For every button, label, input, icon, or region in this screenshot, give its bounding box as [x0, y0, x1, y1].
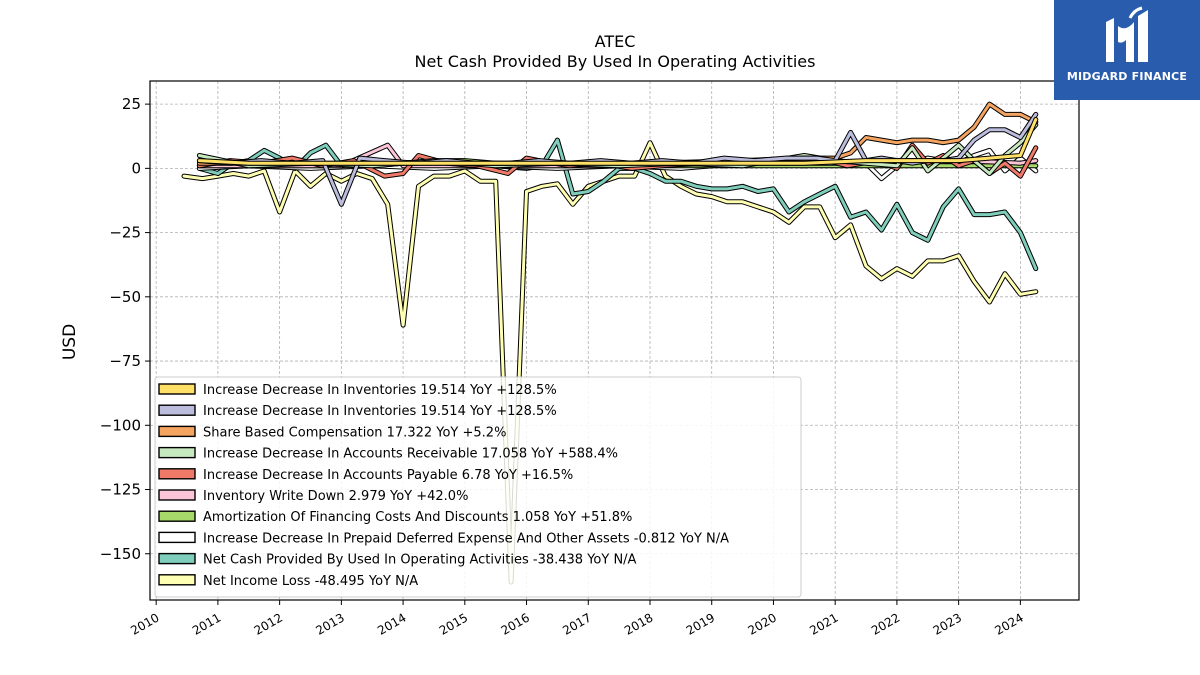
y-tick-label: −150: [100, 545, 141, 563]
x-tick-label: 2019: [684, 610, 717, 637]
legend-swatch: [158, 404, 196, 416]
legend-label: Share Based Compensation 17.322 YoY +5.2…: [203, 425, 506, 440]
y-tick-label: −25: [109, 224, 141, 242]
legend-swatch: [158, 425, 196, 438]
x-tick-label: 2022: [869, 610, 902, 637]
legend-label: Increase Decrease In Inventories 19.514 …: [203, 383, 557, 398]
legend-label: Increase Decrease In Prepaid Deferred Ex…: [203, 531, 729, 546]
series-outline-2: [196, 101, 1039, 166]
x-tick-label: 2015: [437, 610, 470, 637]
plot-frame: [149, 80, 1080, 601]
x-tick-label: 2010: [128, 610, 161, 637]
y-tick-label: −75: [109, 352, 141, 370]
x-tick-label: 2012: [252, 610, 285, 637]
series-line-8: [196, 137, 1039, 272]
legend-label: Net Cash Provided By Used In Operating A…: [203, 553, 637, 568]
y-tick-label: 0: [131, 159, 141, 177]
legend-entry-3: Increase Decrease In Accounts Receivable…: [158, 446, 618, 462]
legend-swatch: [158, 531, 196, 544]
legend-label: Amortization Of Financing Costs And Disc…: [203, 510, 632, 525]
legend-entry-0: Increase Decrease In Inventories 19.514 …: [158, 383, 557, 398]
series-layer: [181, 101, 1039, 585]
legend-swatch: [158, 574, 196, 586]
y-tick-label: −50: [109, 288, 141, 306]
brand-name: MIDGARD FINANCE: [1066, 70, 1188, 83]
series-stroke-0: [197, 118, 1038, 165]
legend-entry-2: Share Based Compensation 17.322 YoY +5.2…: [158, 425, 506, 440]
x-tick-label: 2013: [313, 610, 346, 637]
x-axis-ticks: 2010 2011 2012 2013 2014 2015 2016 2017 2018 2019…: [128, 600, 1026, 638]
legend-box: [154, 376, 802, 598]
x-tick-label: 2024: [992, 610, 1025, 637]
legend-entry-4: Increase Decrease In Accounts Payable 6.…: [158, 468, 573, 483]
legend-label: Net Income Loss -48.495 YoY N/A: [203, 574, 418, 589]
legend-label: Increase Decrease In Inventories 19.514 …: [203, 404, 557, 419]
legend-label: Increase Decrease In Accounts Receivable…: [203, 447, 618, 462]
legend-entry-7: Increase Decrease In Prepaid Deferred Ex…: [158, 531, 729, 546]
chart-title: ATEC: [595, 32, 636, 51]
x-tick-label: 2018: [622, 610, 655, 637]
y-axis-ticks: 25 0 −25 −50 −75 −100 −125 −150: [100, 95, 150, 563]
legend-swatch: [158, 468, 196, 480]
legend-entry-5: Inventory Write Down 2.979 YoY +42.0%: [158, 489, 468, 504]
chart-subtitle: Net Cash Provided By Used In Operating A…: [415, 52, 816, 71]
series-line-0: [196, 117, 1039, 166]
x-tick-label: 2017: [560, 610, 593, 637]
x-tick-label: 2020: [745, 610, 778, 637]
legend-swatch: [158, 383, 196, 395]
legend-swatch: [158, 552, 196, 565]
y-tick-label: −100: [100, 416, 141, 434]
series-stroke-8: [197, 138, 1038, 271]
brand-logo: MIDGARD FINANCE: [1054, 0, 1200, 100]
x-tick-label: 2016: [499, 610, 532, 637]
series-line-2: [196, 101, 1039, 166]
legend-label: Inventory Write Down 2.979 YoY +42.0%: [203, 489, 468, 504]
series-stroke-2: [197, 102, 1038, 165]
legend-entry-9: Net Income Loss -48.495 YoY N/A: [158, 574, 418, 589]
legend-swatch: [158, 510, 196, 522]
y-tick-label: 25: [122, 95, 141, 113]
x-tick-label: 2011: [190, 610, 223, 637]
legend-entry-6: Amortization Of Financing Costs And Disc…: [158, 510, 632, 525]
x-tick-label: 2023: [931, 610, 964, 637]
y-tick-label: −125: [100, 481, 141, 499]
midgard-m-icon: [1106, 6, 1148, 62]
x-tick-label: 2014: [375, 610, 408, 637]
legend: Increase Decrease In Inventories 19.514 …: [154, 376, 802, 598]
legend-label: Increase Decrease In Accounts Payable 6.…: [203, 468, 573, 483]
legend-swatch: [158, 446, 196, 459]
legend-entry-8: Net Cash Provided By Used In Operating A…: [158, 552, 637, 568]
legend-swatch: [158, 489, 196, 501]
legend-entry-1: Increase Decrease In Inventories 19.514 …: [158, 404, 557, 419]
x-tick-label: 2021: [807, 610, 840, 637]
y-axis-label: USD: [60, 324, 80, 360]
